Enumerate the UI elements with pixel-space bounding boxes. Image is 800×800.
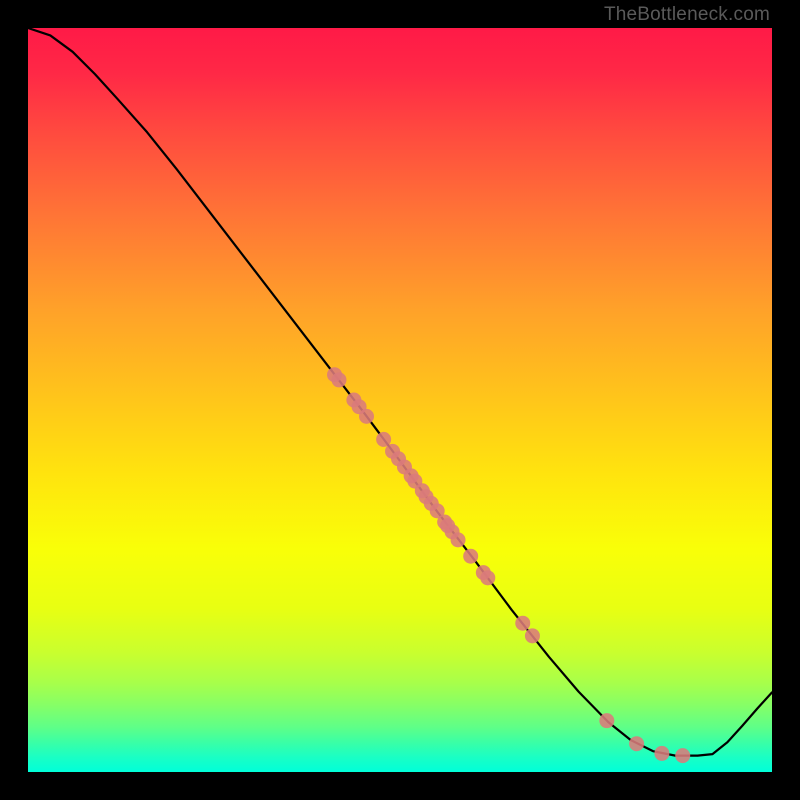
data-marker	[654, 746, 669, 761]
data-marker	[629, 736, 644, 751]
curve-layer	[28, 28, 772, 772]
data-marker	[463, 549, 478, 564]
data-marker	[359, 409, 374, 424]
data-marker	[525, 628, 540, 643]
data-marker	[480, 570, 495, 585]
data-marker	[675, 748, 690, 763]
data-marker	[331, 372, 346, 387]
data-markers	[327, 367, 690, 763]
attribution-text: TheBottleneck.com	[604, 4, 770, 26]
data-marker	[599, 713, 614, 728]
chart-outer-frame: TheBottleneck.com	[0, 0, 800, 800]
data-marker	[515, 616, 530, 631]
plot-area	[28, 28, 772, 772]
data-marker	[376, 432, 391, 447]
data-marker	[451, 532, 466, 547]
bottleneck-curve	[28, 28, 772, 756]
